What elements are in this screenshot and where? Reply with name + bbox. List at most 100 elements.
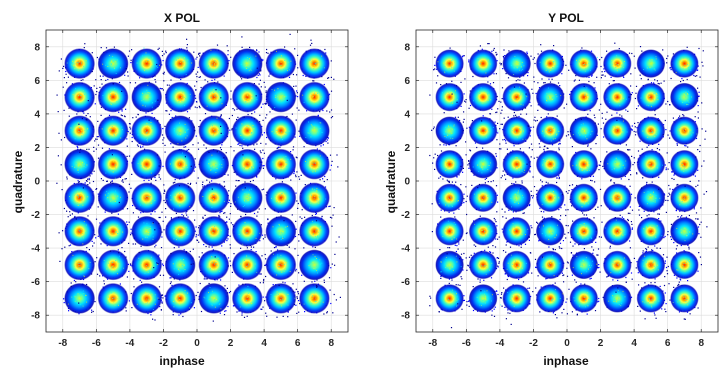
constellation-cluster — [154, 134, 197, 188]
sample-point — [211, 304, 213, 306]
sample-point — [208, 246, 210, 248]
sample-point — [253, 246, 255, 248]
sample-point — [265, 90, 267, 92]
sample-point — [195, 236, 197, 238]
sample-point — [100, 114, 102, 116]
sample-point — [276, 291, 278, 293]
sample-point — [146, 131, 148, 133]
sample-point — [185, 137, 187, 139]
sample-point — [179, 228, 181, 230]
sample-point — [197, 148, 200, 150]
sample-point — [273, 247, 276, 249]
sample-point — [331, 263, 333, 265]
sample-point — [88, 177, 90, 179]
sample-point — [219, 92, 221, 94]
sample-point — [74, 301, 76, 302]
sample-point — [107, 192, 109, 194]
sample-point — [304, 311, 306, 313]
sample-point — [96, 87, 98, 89]
sample-point — [250, 246, 252, 248]
sample-point — [279, 263, 281, 265]
sample-point — [212, 166, 214, 168]
sample-point — [264, 264, 266, 266]
sample-point — [242, 147, 244, 149]
constellation-cluster — [298, 208, 340, 249]
sample-point — [303, 247, 305, 249]
sample-point — [258, 83, 260, 85]
sample-point — [79, 304, 81, 306]
sample-point — [179, 260, 181, 262]
sample-point — [119, 196, 121, 198]
sample-point — [80, 98, 82, 100]
sample-point — [84, 129, 86, 131]
sample-point — [77, 122, 79, 124]
sample-point — [130, 292, 132, 295]
sample-point — [312, 233, 314, 235]
sample-point — [322, 301, 324, 303]
sample-point — [66, 210, 68, 212]
sample-point — [209, 177, 211, 179]
sample-point — [186, 129, 188, 131]
sample-point — [214, 297, 215, 299]
sample-point — [130, 264, 132, 266]
sample-point — [173, 130, 175, 132]
sample-point — [105, 172, 107, 174]
sample-point — [85, 180, 88, 182]
sample-point — [247, 125, 249, 126]
sample-point — [237, 143, 239, 145]
density-core — [64, 182, 96, 214]
sample-point — [158, 176, 160, 178]
constellation-cluster — [125, 262, 163, 321]
sample-point — [194, 158, 196, 160]
sample-point — [111, 180, 113, 182]
density-core — [164, 215, 196, 247]
sample-point — [261, 189, 263, 191]
sample-point — [280, 99, 281, 101]
sample-point — [246, 159, 248, 160]
sample-point — [78, 123, 80, 125]
sample-point — [315, 220, 318, 222]
sample-point — [109, 103, 111, 105]
sample-point — [283, 220, 285, 222]
sample-point — [208, 159, 210, 161]
sample-point — [224, 185, 226, 187]
sample-point — [214, 263, 216, 265]
sample-point — [232, 108, 234, 110]
sample-point — [338, 236, 340, 238]
constellation-cluster — [56, 75, 101, 125]
sample-point — [284, 268, 286, 270]
sample-point — [313, 261, 315, 263]
sample-point — [150, 314, 152, 316]
sample-point — [114, 99, 116, 101]
sample-point — [242, 189, 244, 191]
sample-point — [120, 137, 122, 139]
sample-point — [163, 199, 165, 202]
sample-point — [110, 196, 112, 198]
sample-point — [138, 265, 140, 267]
sample-point — [316, 286, 318, 288]
sample-point — [337, 166, 339, 168]
sample-point — [280, 254, 282, 256]
sample-point — [82, 233, 84, 234]
sample-point — [80, 192, 82, 194]
sample-point — [318, 231, 319, 233]
sample-point — [78, 95, 80, 97]
sample-point — [127, 71, 129, 73]
sample-point — [217, 257, 219, 259]
sample-point — [316, 187, 318, 189]
sample-point — [181, 100, 183, 102]
sample-point — [80, 129, 82, 131]
sample-point — [312, 168, 314, 170]
sample-point — [122, 179, 124, 181]
sample-point — [69, 244, 72, 246]
sample-point — [81, 132, 83, 134]
sample-point — [160, 260, 162, 262]
sample-point — [280, 156, 282, 158]
sample-point — [213, 89, 214, 91]
sample-point — [80, 95, 82, 97]
constellation-cluster — [87, 71, 135, 116]
sample-point — [184, 269, 186, 271]
sample-point — [259, 114, 261, 116]
sample-point — [238, 180, 240, 182]
sample-point — [200, 86, 202, 89]
